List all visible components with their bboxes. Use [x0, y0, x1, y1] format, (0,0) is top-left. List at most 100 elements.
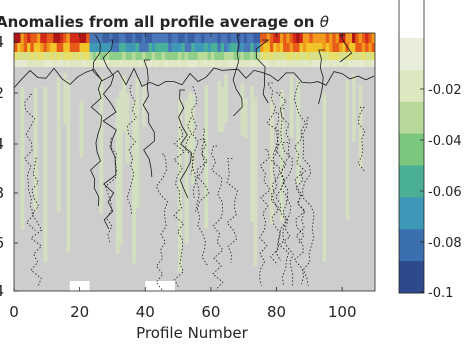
- heatmap-cell: [273, 43, 278, 52]
- heatmap-cell: [243, 33, 248, 43]
- heatmap-cell: [194, 60, 199, 67]
- heatmap-cell: [332, 33, 337, 43]
- heatmap-cell: [27, 43, 32, 52]
- heatmap-cell: [224, 43, 228, 52]
- heatmap-cell: [155, 52, 159, 60]
- heatmap-cell: [233, 43, 238, 52]
- heatmap-cell: [348, 33, 353, 43]
- heatmap-cell: [289, 52, 294, 60]
- heatmap-cell: [237, 43, 242, 52]
- heatmap-cell: [132, 102, 137, 264]
- heatmap-cell: [148, 33, 153, 43]
- contour-line-dotted: [105, 137, 117, 243]
- heatmap-cell: [99, 43, 104, 52]
- heatmap-cell: [358, 60, 363, 67]
- heatmap-cell: [325, 52, 330, 60]
- contour-line-dotted: [126, 85, 137, 214]
- heatmap-cell: [145, 52, 150, 60]
- colorbar-gradient: [399, 38, 424, 294]
- heatmap-cell: [214, 43, 219, 52]
- heatmap-cell: [171, 43, 176, 52]
- heatmap-cell: [82, 43, 87, 52]
- heatmap-cell: [73, 52, 77, 60]
- heatmap-cell: [243, 60, 248, 67]
- heatmap-cell: [260, 52, 265, 60]
- heatmap-cell: [56, 77, 61, 213]
- heatmap-cell: [296, 52, 301, 60]
- heatmap-cell: [73, 33, 77, 43]
- heatmap-cell: [338, 43, 343, 52]
- contour-line-dotted: [23, 94, 36, 231]
- y-tick-label: 8: [0, 184, 4, 202]
- colorbar-segment: [399, 133, 424, 166]
- heatmap-cell: [161, 33, 166, 43]
- heatmap-cell: [361, 60, 366, 67]
- heatmap-cell: [358, 85, 363, 169]
- heatmap-cell: [168, 52, 173, 60]
- heatmap-cell: [194, 43, 199, 52]
- heatmap-cell: [53, 33, 58, 43]
- heatmap-cell: [96, 43, 100, 52]
- heatmap-cell: [338, 33, 343, 43]
- heatmap-cell: [273, 33, 278, 43]
- heatmap-cell: [115, 60, 120, 67]
- heatmap-cell: [338, 60, 343, 67]
- heatmap-cell: [135, 78, 140, 209]
- contour-line-dotted: [196, 128, 210, 266]
- heatmap-cell: [187, 91, 192, 150]
- heatmap-cell: [164, 33, 169, 43]
- heatmap-cell: [352, 60, 356, 67]
- heatmap-cell: [151, 52, 156, 60]
- contour-line-dotted: [270, 112, 281, 265]
- plot-frame: [13, 32, 376, 292]
- heatmap-cell: [240, 33, 245, 43]
- heatmap-cell: [247, 33, 251, 43]
- heatmap-cell: [276, 43, 281, 52]
- heatmap-cell: [335, 52, 340, 60]
- heatmap-cell: [30, 33, 35, 43]
- heatmap-cell: [322, 43, 327, 52]
- heatmap-cell: [355, 43, 360, 52]
- heatmap-cell: [197, 60, 202, 67]
- y-tick-label: 6: [0, 234, 4, 252]
- heatmap-cell: [240, 43, 245, 52]
- heatmap-cell: [204, 52, 209, 60]
- heatmap-cell: [253, 43, 258, 52]
- heatmap-cell: [348, 60, 353, 67]
- x-tick-label: 80: [267, 303, 286, 321]
- heatmap-cell: [125, 60, 130, 67]
- heatmap-cell: [89, 43, 94, 52]
- heatmap-cell: [50, 43, 54, 52]
- heatmap-cell: [23, 52, 28, 60]
- heatmap-cell: [352, 43, 356, 52]
- heatmap-cell: [309, 52, 314, 60]
- heatmap-cell: [263, 33, 268, 43]
- heatmap-cell: [184, 52, 189, 60]
- heatmap-cell: [342, 52, 347, 60]
- heatmap-cell: [171, 33, 176, 43]
- heatmap-cell: [33, 43, 38, 52]
- heatmap-cell: [286, 33, 291, 43]
- contour-line-dotted: [258, 149, 271, 286]
- colorbar-segment: [399, 165, 424, 198]
- heatmap-cell: [89, 60, 94, 67]
- heatmap-cell: [279, 89, 284, 222]
- heatmap-cell: [312, 33, 317, 43]
- heatmap-cell: [105, 60, 110, 67]
- heatmap-cell: [76, 43, 81, 52]
- colorbar-tick-label: -0.06: [428, 185, 462, 200]
- y-tick-label: 4: [0, 33, 4, 51]
- heatmap-cell: [161, 60, 166, 67]
- heatmap-cell: [46, 52, 51, 60]
- heatmap-cell: [30, 43, 35, 52]
- heatmap-cell: [292, 60, 297, 67]
- x-axis: 0 20 40 60 80 100: [9, 33, 357, 321]
- heatmap-cell: [66, 52, 71, 60]
- heatmap-cell: [178, 33, 182, 43]
- heatmap-cell: [181, 33, 186, 43]
- heatmap-cell: [296, 78, 301, 185]
- y-tick-label: 2: [0, 84, 4, 102]
- heatmap-cell: [40, 52, 45, 60]
- heatmap-cell: [59, 60, 64, 67]
- heatmap-cell: [342, 60, 347, 67]
